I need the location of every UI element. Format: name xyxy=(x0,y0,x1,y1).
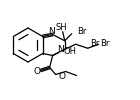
Text: Br: Br xyxy=(100,39,109,48)
Text: N: N xyxy=(48,26,55,36)
Text: Br: Br xyxy=(77,27,86,36)
Text: O: O xyxy=(33,67,40,76)
Text: SH: SH xyxy=(56,23,67,32)
Text: O: O xyxy=(59,72,66,81)
Text: OH: OH xyxy=(64,47,77,56)
Text: Br: Br xyxy=(90,39,99,48)
Text: N: N xyxy=(57,45,64,54)
